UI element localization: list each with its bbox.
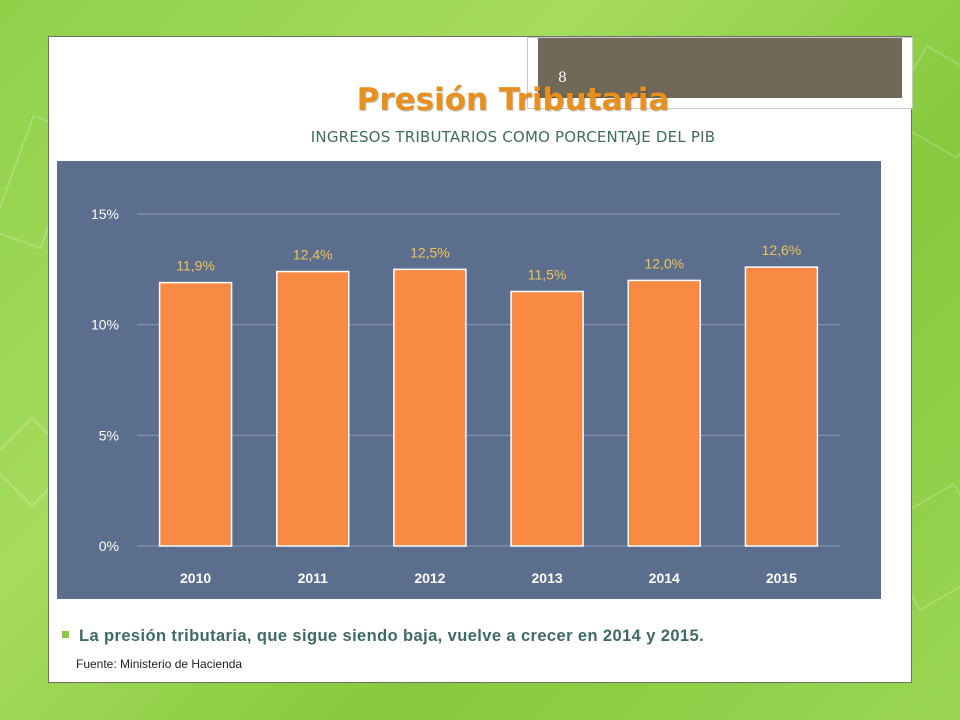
- slide-subtitle: INGRESOS TRIBUTARIOS COMO PORCENTAJE DEL…: [310, 128, 716, 146]
- y-tick-label: 10%: [91, 317, 119, 333]
- page-number-panel: 8: [538, 38, 902, 98]
- data-label: 11,9%: [176, 258, 215, 274]
- data-label: 12,4%: [293, 247, 333, 263]
- source-note: Fuente: Ministerio de Hacienda: [76, 657, 243, 671]
- x-tick-label: 2014: [649, 570, 680, 586]
- bar: [627, 279, 701, 547]
- bar: [744, 266, 819, 547]
- x-tick-label: 2015: [766, 570, 797, 586]
- bar-chart-svg: 0% 5% 10% 15% 11,9% 2010 12,4% 2011 12,5% 2012 11,…: [91, 206, 840, 586]
- data-label: 11,5%: [528, 266, 567, 282]
- page-number-tab: 8: [527, 37, 913, 109]
- bar: [276, 270, 350, 547]
- page-number: 8: [558, 70, 567, 86]
- y-tick-label: 0%: [99, 538, 119, 554]
- y-tick-label: 15%: [91, 206, 119, 222]
- x-tick-label: 2013: [532, 570, 563, 586]
- data-label: 12,6%: [762, 242, 802, 258]
- x-tick-label: 2011: [298, 570, 329, 586]
- bullet-text: La presión tributaria, que sigue siendo …: [79, 627, 705, 645]
- y-tick-label: 5%: [99, 427, 119, 443]
- bar: [393, 268, 467, 547]
- bullet-point: La presión tributaria, que sigue siendo …: [62, 627, 704, 646]
- x-tick-label: 2010: [180, 570, 211, 586]
- bullet-square-icon: [62, 631, 69, 639]
- data-label: 12,5%: [410, 244, 450, 260]
- bar: [158, 281, 233, 547]
- data-label: 12,0%: [644, 255, 684, 271]
- bar-chart: 0% 5% 10% 15% 11,9% 2010 12,4% 2011 12,5% 2012 11,…: [57, 161, 881, 599]
- x-tick-label: 2012: [414, 570, 445, 586]
- slide-title: Presión Tributaria: [356, 82, 670, 118]
- bar: [510, 290, 584, 547]
